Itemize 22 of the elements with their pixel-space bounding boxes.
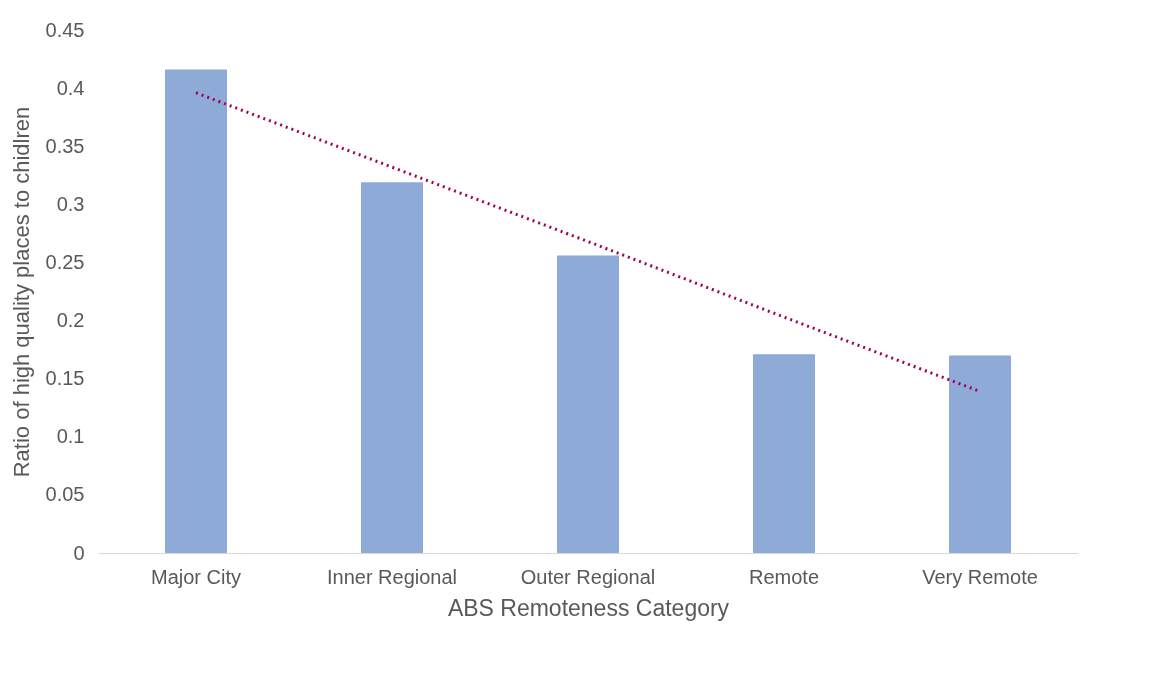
y-tick-label: 0.15	[45, 367, 85, 390]
bar	[361, 182, 423, 553]
x-tick-label: Inner Regional	[326, 565, 458, 588]
y-tick-label: 0.35	[45, 134, 85, 157]
bar	[165, 69, 227, 553]
y-axis-title: Ratio of high quality places to chidlren	[8, 106, 34, 478]
x-tick-label: Major City	[150, 565, 242, 588]
bar	[949, 355, 1011, 553]
y-tick-label: 0.3	[56, 192, 85, 215]
y-tick-label: 0.05	[45, 483, 85, 506]
x-tick-label: Outer Regional	[520, 565, 656, 588]
x-axis-title: ABS Remoteness Category	[447, 594, 730, 621]
y-tick-label: 0.25	[45, 250, 85, 273]
y-tick-label: 0.45	[45, 18, 85, 41]
x-tick-label: Remote	[748, 565, 820, 588]
y-tick-label: 0.2	[56, 309, 85, 332]
y-tick-label: 0	[73, 541, 85, 564]
bar	[753, 354, 815, 553]
bar	[557, 255, 619, 553]
y-tick-label: 0.4	[56, 76, 85, 99]
x-tick-label: Very Remote	[922, 565, 1038, 588]
y-tick-label: 0.1	[56, 425, 85, 448]
